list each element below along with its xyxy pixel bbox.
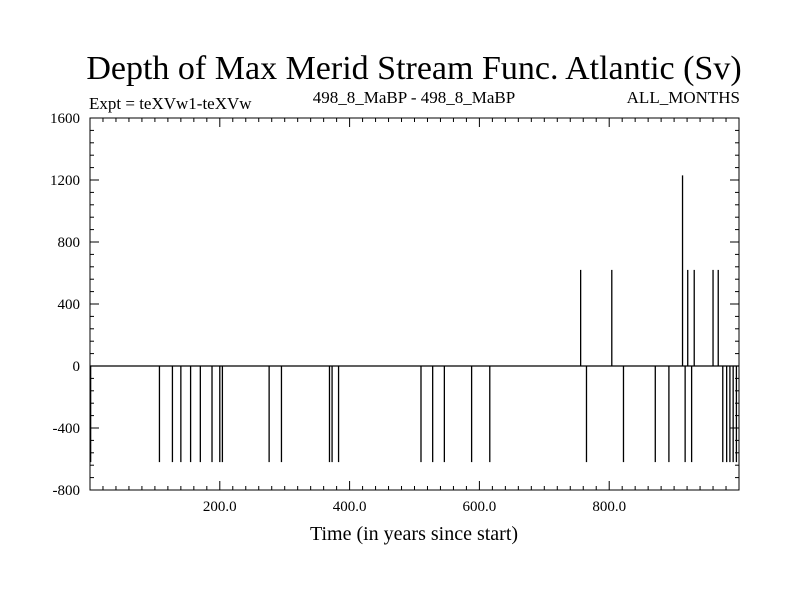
y-tick-label: 800 <box>58 235 81 251</box>
x-tick-label: 600.0 <box>463 499 497 515</box>
y-tick-label: -800 <box>53 483 81 499</box>
chart-title: Depth of Max Merid Stream Func. Atlantic… <box>86 50 741 87</box>
x-tick-label: 200.0 <box>203 499 237 515</box>
x-axis-label: Time (in years since start) <box>310 523 518 545</box>
plot-frame <box>89 117 740 491</box>
y-tick-label: 400 <box>58 297 81 313</box>
x-tick-label: 800.0 <box>592 499 626 515</box>
x-tick-label: 400.0 <box>333 499 367 515</box>
chart-subtitle-months: ALL_MONTHS <box>627 88 740 107</box>
y-tick-label: -400 <box>53 421 81 437</box>
chart-subtitle-experiment: Expt = teXVw1-teXVw <box>89 94 252 113</box>
y-tick-label: 1200 <box>50 173 80 189</box>
chart-subtitle-period: 498_8_MaBP - 498_8_MaBP <box>313 88 515 107</box>
y-tick-label: 0 <box>73 359 81 375</box>
y-tick-label: 1600 <box>50 111 80 127</box>
